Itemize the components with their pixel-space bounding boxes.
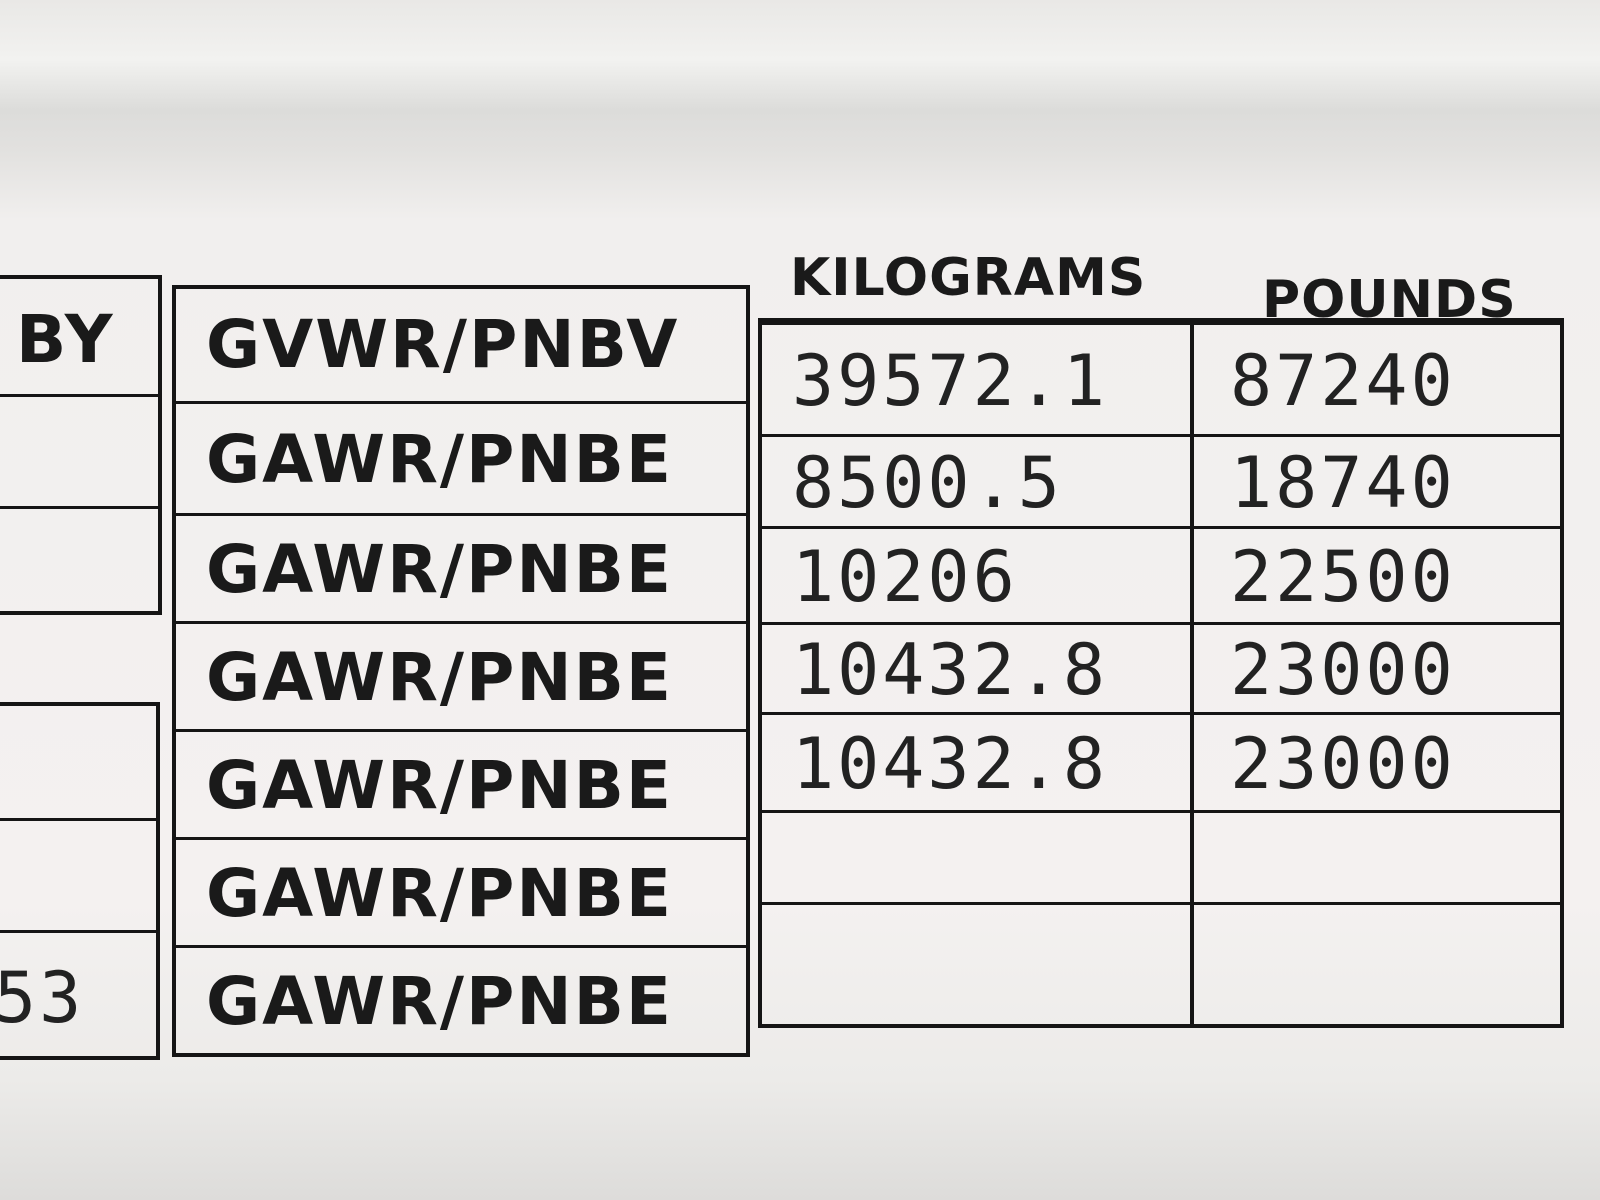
value-row: 39572.1 87240	[762, 322, 1560, 434]
value-row: 10206 22500	[762, 526, 1560, 622]
left-cell	[0, 506, 158, 616]
rating-label: GAWR/PNBE	[206, 639, 674, 716]
rating-label: GAWR/PNBE	[206, 531, 674, 608]
rating-label: GAWR/PNBE	[206, 855, 674, 932]
rating-row: GVWR/PNBV	[176, 289, 746, 401]
rating-row: GAWR/PNBE	[176, 945, 746, 1053]
left-table-bottom: 53	[0, 702, 160, 1060]
column-divider	[1190, 322, 1194, 1024]
pounds-value: 18740	[1230, 442, 1456, 524]
kilograms-value: 8500.5	[792, 442, 1063, 524]
kilograms-value: 10432.8	[792, 629, 1109, 711]
rating-label: GAWR/PNBE	[206, 747, 674, 824]
left-cell	[0, 394, 158, 506]
kilograms-value: 39572.1	[792, 340, 1109, 422]
rating-label: GAWR/PNBE	[206, 421, 674, 498]
rating-label: GVWR/PNBV	[206, 306, 680, 383]
rating-row: GAWR/PNBE	[176, 837, 746, 945]
value-row: 10432.8 23000	[762, 712, 1560, 810]
left-cell: 53	[0, 930, 156, 1060]
pounds-value: 23000	[1230, 629, 1456, 711]
kilograms-value: 10206	[792, 536, 1018, 618]
pounds-value: 87240	[1230, 340, 1456, 422]
value-row	[762, 810, 1560, 902]
left-partial-value: 53	[0, 957, 85, 1039]
kilograms-value: 10432.8	[792, 723, 1109, 805]
left-header: BY	[16, 301, 115, 378]
rating-row: GAWR/PNBE	[176, 729, 746, 837]
values-table: 39572.1 87240 8500.5 18740 10206 22500 10432.8…	[758, 318, 1564, 1028]
rating-row: GAWR/PNBE	[176, 621, 746, 729]
rating-label: GAWR/PNBE	[206, 963, 674, 1040]
rating-row: GAWR/PNBE	[176, 401, 746, 513]
kilograms-header: KILOGRAMS	[790, 248, 1147, 308]
pounds-value: 23000	[1230, 723, 1456, 805]
left-header-cell: BY	[0, 279, 158, 394]
value-row: 8500.5 18740	[762, 434, 1560, 526]
pounds-value: 22500	[1230, 536, 1456, 618]
value-row	[762, 902, 1560, 1024]
left-cell	[0, 706, 156, 818]
rating-row: GAWR/PNBE	[176, 513, 746, 621]
value-row: 10432.8 23000	[762, 622, 1560, 712]
rating-label-column: GVWR/PNBV GAWR/PNBE GAWR/PNBE GAWR/PNBE GAWR…	[172, 285, 750, 1057]
left-cell	[0, 818, 156, 930]
left-table-top: BY	[0, 275, 162, 615]
